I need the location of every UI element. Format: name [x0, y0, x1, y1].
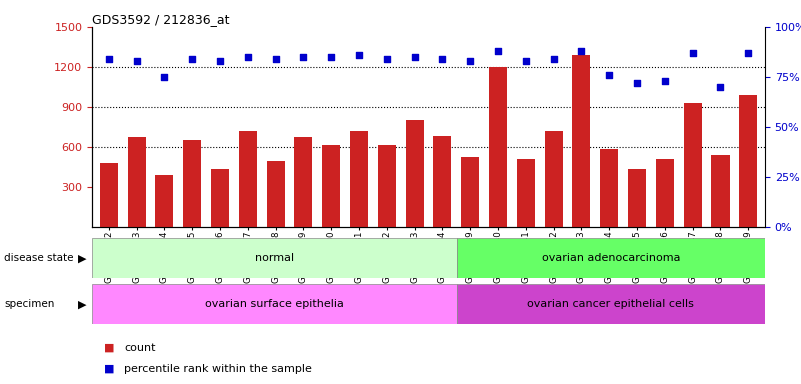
Text: normal: normal	[255, 253, 294, 263]
Bar	[239, 131, 257, 227]
Point	[158, 74, 171, 80]
Point	[297, 54, 310, 60]
Text: count: count	[124, 343, 155, 353]
Bar	[489, 67, 507, 227]
Bar	[100, 163, 118, 227]
Text: ▶: ▶	[78, 299, 87, 310]
Text: ovarian surface epithelia: ovarian surface epithelia	[205, 299, 344, 310]
Bar	[405, 120, 424, 227]
Bar	[656, 159, 674, 227]
Bar	[573, 55, 590, 227]
Point	[214, 58, 227, 64]
Bar	[545, 131, 562, 227]
Point	[325, 54, 338, 60]
Bar	[433, 136, 452, 227]
Point	[103, 56, 115, 62]
Bar	[322, 146, 340, 227]
Bar	[92, 284, 457, 324]
Point	[547, 56, 560, 62]
Text: ■: ■	[104, 364, 115, 374]
Point	[742, 50, 755, 56]
Text: specimen: specimen	[4, 299, 54, 310]
Point	[658, 78, 671, 84]
Text: percentile rank within the sample: percentile rank within the sample	[124, 364, 312, 374]
Bar	[378, 145, 396, 227]
Bar	[457, 284, 765, 324]
Text: ■: ■	[104, 343, 115, 353]
Text: ▶: ▶	[78, 253, 87, 263]
Text: ovarian adenocarcinoma: ovarian adenocarcinoma	[541, 253, 680, 263]
Bar	[600, 149, 618, 227]
Point	[630, 80, 643, 86]
Bar	[183, 140, 201, 227]
Bar	[461, 157, 479, 227]
Point	[269, 56, 282, 62]
Bar	[711, 155, 730, 227]
Text: ovarian cancer epithelial cells: ovarian cancer epithelial cells	[527, 299, 694, 310]
Point	[186, 56, 199, 62]
Bar	[295, 137, 312, 227]
Bar	[155, 175, 174, 227]
Point	[380, 56, 393, 62]
Text: disease state: disease state	[4, 253, 74, 263]
Bar	[267, 161, 284, 227]
Point	[714, 84, 727, 90]
Bar	[350, 131, 368, 227]
Point	[519, 58, 532, 64]
Point	[436, 56, 449, 62]
Bar	[211, 169, 229, 227]
Point	[603, 72, 616, 78]
Bar	[683, 103, 702, 227]
Point	[131, 58, 143, 64]
Point	[575, 48, 588, 54]
Point	[352, 52, 365, 58]
Point	[686, 50, 699, 56]
Point	[464, 58, 477, 64]
Bar	[517, 159, 535, 227]
Bar	[127, 137, 146, 227]
Bar	[457, 238, 765, 278]
Bar	[739, 95, 757, 227]
Point	[409, 54, 421, 60]
Text: GDS3592 / 212836_at: GDS3592 / 212836_at	[92, 13, 230, 26]
Bar	[628, 169, 646, 227]
Point	[241, 54, 254, 60]
Point	[492, 48, 505, 54]
Bar	[92, 238, 457, 278]
